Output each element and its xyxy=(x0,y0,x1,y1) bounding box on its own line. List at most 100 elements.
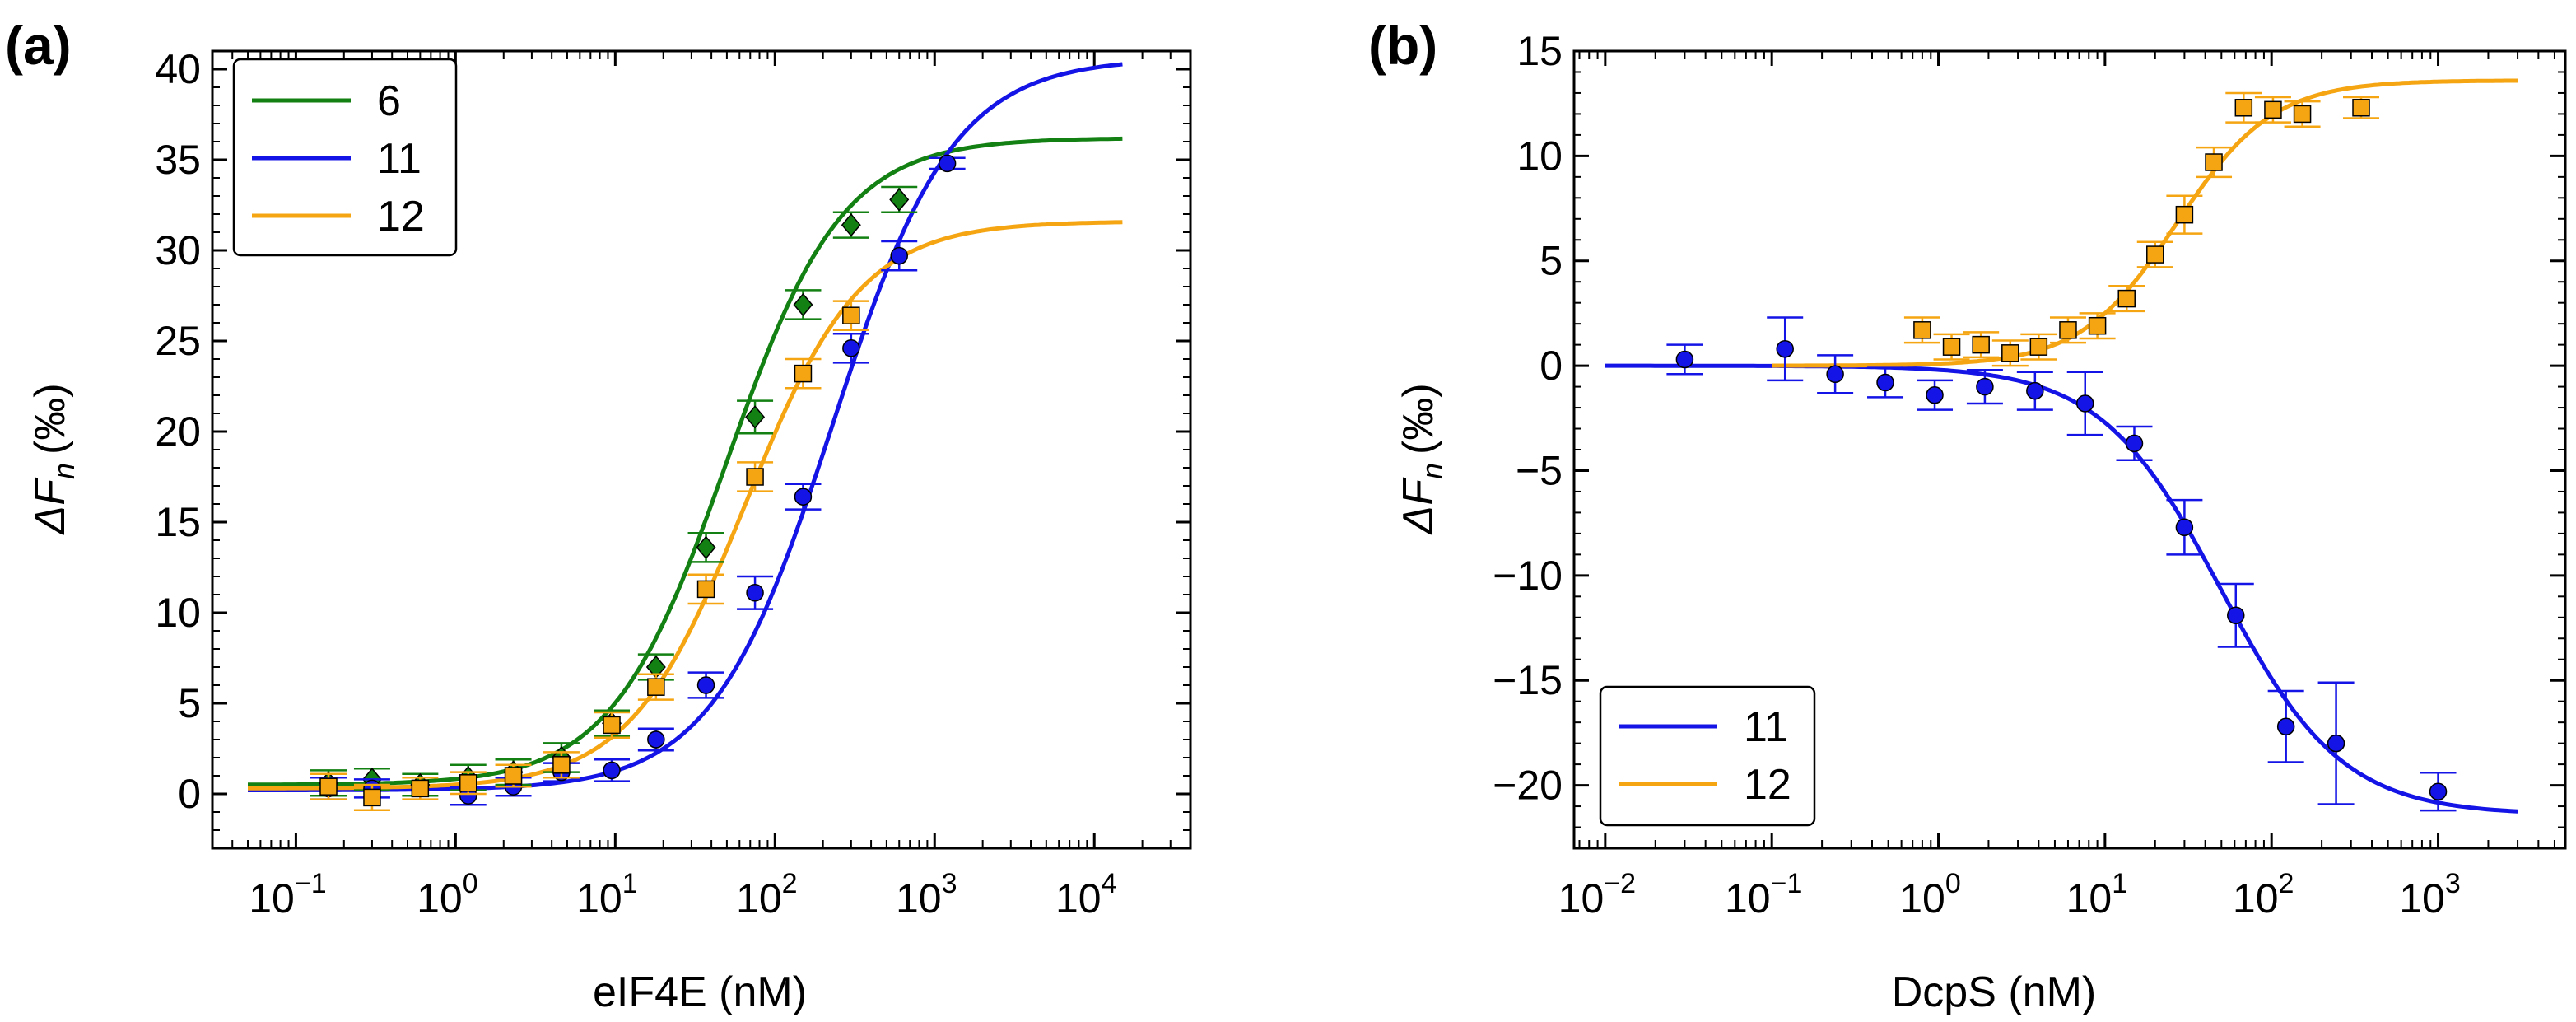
x-tick-label: 102 xyxy=(736,868,798,922)
data-point-6 xyxy=(793,292,813,317)
data-point-11 xyxy=(2227,606,2245,624)
data-point-11 xyxy=(2026,381,2044,400)
data-point-11 xyxy=(2327,734,2345,753)
data-point-11 xyxy=(746,584,764,602)
y-label-main: ΔF xyxy=(1395,477,1442,536)
data-point-12 xyxy=(2293,105,2312,124)
y-tick-label: −10 xyxy=(1493,553,1563,599)
x-tick-exp: 3 xyxy=(942,868,957,899)
data-point-12 xyxy=(2234,99,2253,117)
y-tick-label: −5 xyxy=(1516,447,1563,493)
y-axis-label: ΔFn (‰) xyxy=(26,383,81,535)
x-tick-exp: 2 xyxy=(2279,868,2294,899)
x-tick-label: 100 xyxy=(1899,868,1961,922)
y-tick-label: 35 xyxy=(155,137,201,183)
x-tick-label: 102 xyxy=(2233,868,2294,922)
data-point-6 xyxy=(841,213,861,237)
x-tick-base: 10 xyxy=(1899,875,1945,922)
data-point-11 xyxy=(1976,377,1994,396)
data-point-11 xyxy=(2429,782,2448,800)
data-point-12 xyxy=(2205,153,2223,171)
y-tick-label: 0 xyxy=(178,771,201,817)
y-tick-label: 25 xyxy=(155,318,201,364)
x-tick-exp: 4 xyxy=(1102,868,1117,899)
y-label-main: ΔF xyxy=(26,477,74,536)
data-point-12 xyxy=(2264,100,2282,119)
data-point-12 xyxy=(504,767,523,785)
data-point-12 xyxy=(363,788,381,807)
x-tick-base: 10 xyxy=(1055,875,1102,922)
x-tick-label: 103 xyxy=(2399,868,2461,922)
y-tick-label: 40 xyxy=(155,46,201,92)
y-label-sub: n xyxy=(1415,463,1449,479)
x-tick-exp: 2 xyxy=(782,868,798,899)
data-point-12 xyxy=(411,779,430,798)
y-tick-label: 15 xyxy=(1516,28,1563,74)
x-tick-exp: −2 xyxy=(1604,868,1636,899)
y-tick-label: 30 xyxy=(155,227,201,273)
data-point-11 xyxy=(696,676,715,694)
data-point-11 xyxy=(2175,518,2194,537)
data-point-11 xyxy=(1876,373,1894,392)
x-tick-base: 10 xyxy=(2066,875,2113,922)
x-tick-exp: −1 xyxy=(295,868,327,899)
x-tick-label: 100 xyxy=(417,868,478,922)
data-point-11 xyxy=(2075,394,2094,413)
legend-label-12: 12 xyxy=(1744,761,1791,809)
data-point-6 xyxy=(745,405,766,429)
y-label-unit: (‰) xyxy=(1395,383,1442,455)
x-tick-label: 10−1 xyxy=(249,868,326,922)
data-point-12 xyxy=(2175,205,2194,224)
x-tick-base: 10 xyxy=(896,875,942,922)
data-point-12 xyxy=(696,580,715,599)
panel-letter: (a) xyxy=(5,15,72,76)
x-tick-base: 10 xyxy=(736,875,782,922)
fit-curve-11 xyxy=(1605,363,2518,814)
y-axis-label: ΔFn (‰) xyxy=(1395,383,1449,535)
x-axis-label: eIF4E (nM) xyxy=(593,968,807,1016)
legend-label-11: 11 xyxy=(377,135,422,183)
data-point-11 xyxy=(938,154,957,173)
data-point-12 xyxy=(459,774,477,792)
data-point-12 xyxy=(2029,338,2048,356)
data-point-11 xyxy=(1675,350,1694,369)
y-tick-label: 0 xyxy=(1540,343,1563,389)
fit-curve-11 xyxy=(248,62,1123,792)
data-point-6 xyxy=(696,535,716,559)
x-tick-base: 10 xyxy=(417,875,463,922)
data-point-11 xyxy=(1926,386,1944,404)
y-tick-label: 10 xyxy=(155,590,201,636)
legend-box xyxy=(1599,685,1816,827)
data-point-11 xyxy=(1826,365,1844,384)
x-tick-base: 10 xyxy=(2233,875,2279,922)
data-point-6 xyxy=(889,188,910,212)
data-point-12 xyxy=(1913,321,1931,339)
fit-curve-12 xyxy=(248,220,1123,791)
data-point-11 xyxy=(647,730,665,749)
x-tick-exp: 0 xyxy=(1945,868,1961,899)
data-point-12 xyxy=(1972,335,1990,354)
legend-label-12: 12 xyxy=(377,193,425,240)
x-tick-label: 101 xyxy=(2066,868,2128,922)
data-point-12 xyxy=(1942,338,1961,356)
data-point-12 xyxy=(842,306,860,324)
y-tick-label: 20 xyxy=(155,408,201,455)
x-tick-base: 10 xyxy=(1558,875,1605,922)
data-point-11 xyxy=(2276,717,2295,736)
legend-a: 6 11 12 xyxy=(232,58,458,257)
x-tick-label: 101 xyxy=(576,868,638,922)
fit-curve-12 xyxy=(1772,78,2518,368)
panel-a: (a) 10−1 100 101 102 103 1040510152025303540 … xyxy=(5,15,1192,1016)
y-tick-label: 5 xyxy=(1540,238,1563,284)
y-tick-label: −20 xyxy=(1493,763,1563,809)
legend-label-11: 11 xyxy=(1744,703,1788,751)
data-point-12 xyxy=(2059,321,2077,339)
y-tick-label: 10 xyxy=(1516,133,1563,179)
x-tick-label: 103 xyxy=(896,868,957,922)
x-axis-label: DcpS (nM) xyxy=(1892,968,2096,1016)
x-tick-base: 10 xyxy=(1725,875,1771,922)
x-tick-exp: 1 xyxy=(622,868,638,899)
